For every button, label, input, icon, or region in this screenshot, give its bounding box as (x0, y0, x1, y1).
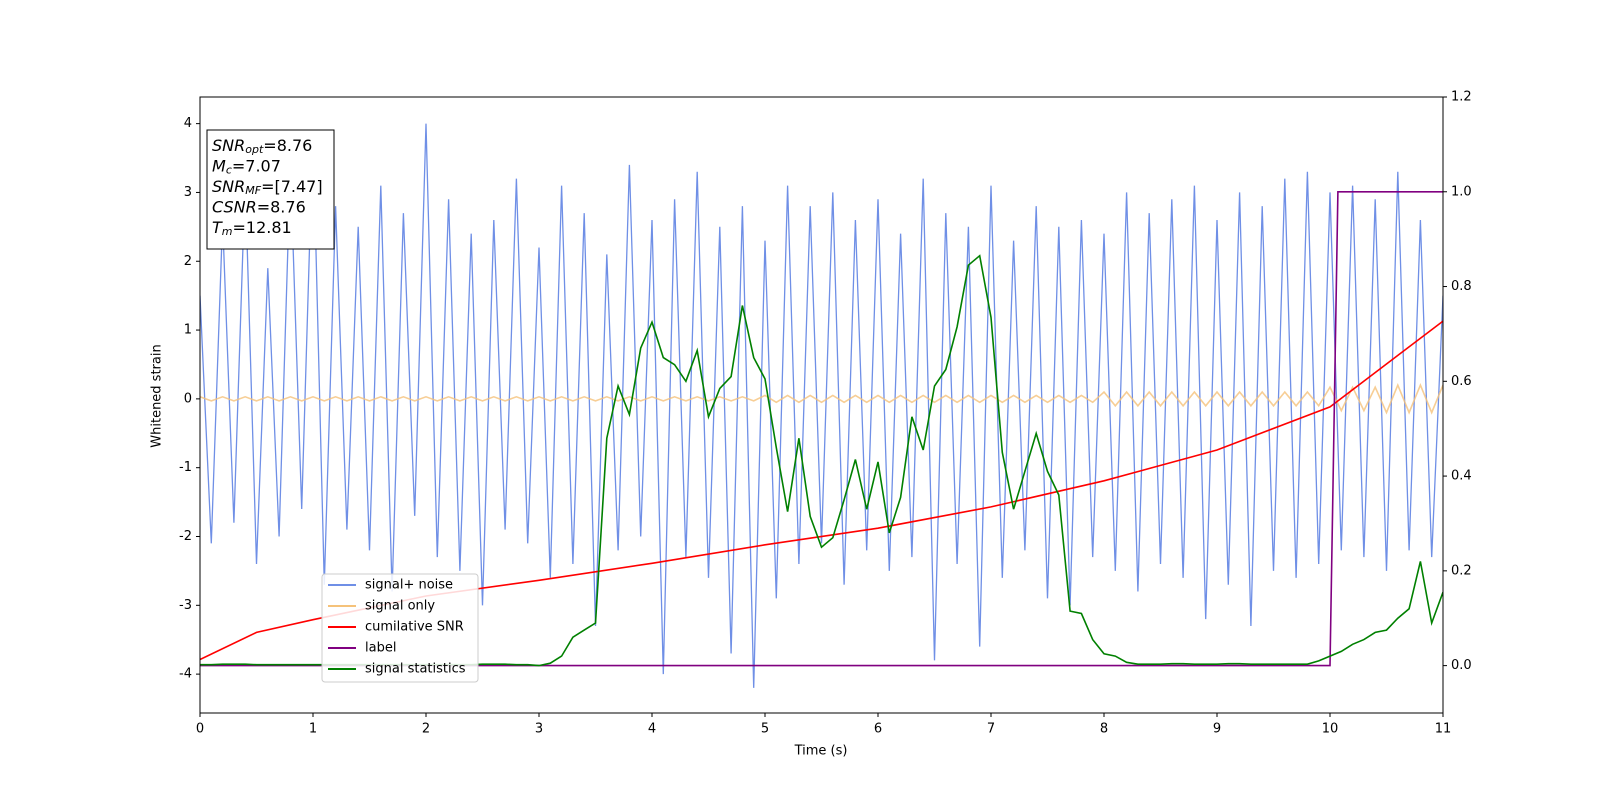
y-tick-label: 3 (184, 185, 192, 200)
series-line (200, 191, 1443, 667)
y-tick-label: -3 (179, 598, 192, 613)
series-line (200, 320, 1443, 661)
stat-text: =12.81 (233, 218, 292, 237)
stat-text: =8.76 (257, 197, 306, 216)
legend-label: cumilative SNR (365, 620, 464, 635)
x-axis-label: Time (s) (794, 744, 848, 759)
y2-tick-label: 1.0 (1451, 184, 1472, 199)
stat-sub: opt (245, 143, 264, 156)
stat-sub: MF (245, 184, 261, 197)
y-tick-label: -2 (179, 529, 192, 544)
stats-box: SNRopt=8.76Mc=7.07SNRMF=[7.47]CSNR=8.76T… (206, 129, 335, 250)
legend-label: label (365, 641, 396, 656)
stat-symbol: SNR (212, 177, 245, 196)
plot-frame (199, 96, 1444, 714)
y-tick-label: -4 (179, 667, 192, 682)
stat-line: CSNR=8.76 (212, 197, 306, 216)
stat-symbol: CSNR (212, 197, 257, 216)
y-axis-label: Whitened strain (150, 344, 165, 447)
legend-label: signal+ noise (365, 578, 453, 593)
x-tick-label: 1 (309, 722, 317, 737)
y2-tick-label: 0.6 (1451, 374, 1472, 389)
x-tick-label: 10 (1322, 722, 1339, 737)
y-tick-label: -1 (179, 460, 192, 475)
y-tick-label: 0 (184, 391, 192, 406)
legend-box (321, 573, 479, 683)
x-tick-label: 8 (1100, 722, 1108, 737)
stat-text: =[7.47] (261, 177, 323, 196)
stat-sub: c (226, 164, 232, 177)
y-tick-label: 1 (184, 323, 192, 338)
legend-label: signal statistics (365, 662, 466, 677)
stat-symbol: T (212, 218, 223, 237)
y-tick-label: 2 (184, 254, 192, 269)
y2-tick-label: 0.8 (1451, 279, 1472, 294)
x-tick-label: 6 (874, 722, 882, 737)
stats-frame (206, 129, 335, 250)
legend: signal+ noise signal only cumilative SNR la… (321, 573, 479, 683)
stat-sub: m (222, 225, 233, 238)
stat-line: Tm=12.81 (212, 218, 292, 239)
x-tick-label: 11 (1435, 722, 1452, 737)
x-tick-label: 7 (987, 722, 995, 737)
stat-text: =7.07 (232, 156, 281, 175)
y2-tick-label: 0.0 (1451, 658, 1472, 673)
y2-tick-label: 0.4 (1451, 469, 1472, 484)
x-tick-label: 9 (1213, 722, 1221, 737)
series-line (200, 123, 1443, 688)
stat-symbol: M (212, 156, 226, 175)
x-tick-label: 5 (761, 722, 769, 737)
x-tick-label: 0 (196, 722, 204, 737)
stat-line: SNRMF=[7.47] (212, 177, 323, 198)
stat-symbol: SNR (212, 136, 245, 155)
stat-line: SNRopt=8.76 (212, 136, 312, 157)
x-tick-label: 4 (648, 722, 656, 737)
series-line (200, 382, 1443, 415)
stat-line: Mc=7.07 (212, 156, 281, 177)
y2-tick-label: 1.2 (1451, 90, 1472, 105)
x-tick-label: 2 (422, 722, 430, 737)
y2-tick-label: 0.2 (1451, 563, 1472, 578)
stat-text: =8.76 (263, 136, 312, 155)
x-tick-label: 3 (535, 722, 543, 737)
legend-label: signal only (365, 599, 435, 614)
y-tick-label: 4 (184, 116, 192, 131)
